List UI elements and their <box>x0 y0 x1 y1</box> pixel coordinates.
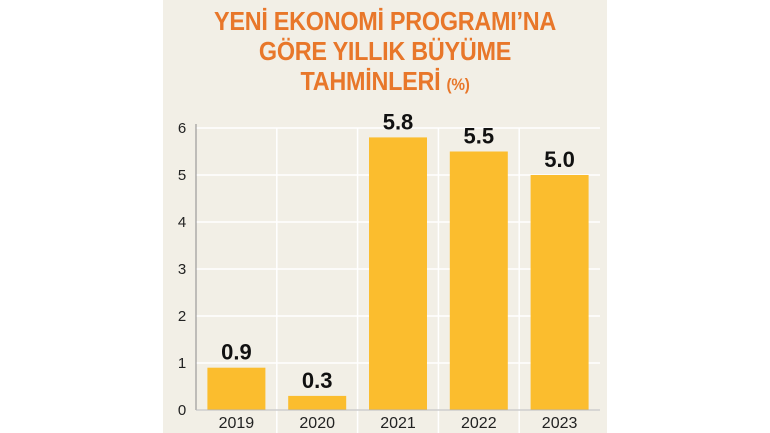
bar <box>369 137 427 410</box>
y-tick-label: 2 <box>178 308 186 325</box>
x-category-label: 2019 <box>219 415 255 432</box>
chart-title: YENİ EKONOMİ PROGRAMI’NA GÖRE YILLIK BÜY… <box>185 6 585 100</box>
title-unit: (%) <box>446 75 470 94</box>
y-tick-label: 3 <box>178 261 186 278</box>
y-tick-label: 0 <box>178 402 186 419</box>
y-tick-label: 4 <box>178 214 186 231</box>
bar-value-label: 0.9 <box>221 340 252 365</box>
title-line-3-text: TAHMİNLERİ <box>300 66 441 96</box>
x-category-label: 2023 <box>542 415 578 432</box>
bar <box>530 175 589 410</box>
title-line-1: YENİ EKONOMİ PROGRAMI’NA <box>214 6 556 36</box>
x-category-label: 2021 <box>380 415 416 432</box>
bar <box>288 395 347 410</box>
bar <box>449 151 508 410</box>
x-category-label: 2020 <box>299 415 335 432</box>
bar-value-label: 0.3 <box>302 368 333 393</box>
bar-value-label: 5.0 <box>544 147 575 172</box>
title-line-2: GÖRE YILLIK BÜYÜME <box>258 36 512 66</box>
bar-value-label: 5.5 <box>464 124 495 149</box>
y-tick-label: 6 <box>178 120 186 137</box>
bar <box>207 367 266 410</box>
bar-value-label: 5.8 <box>383 109 414 134</box>
x-category-label: 2022 <box>461 415 497 432</box>
y-tick-label: 5 <box>178 167 186 184</box>
title-line-3: TAHMİNLERİ (%) <box>185 66 585 100</box>
y-tick-label: 1 <box>178 355 186 372</box>
